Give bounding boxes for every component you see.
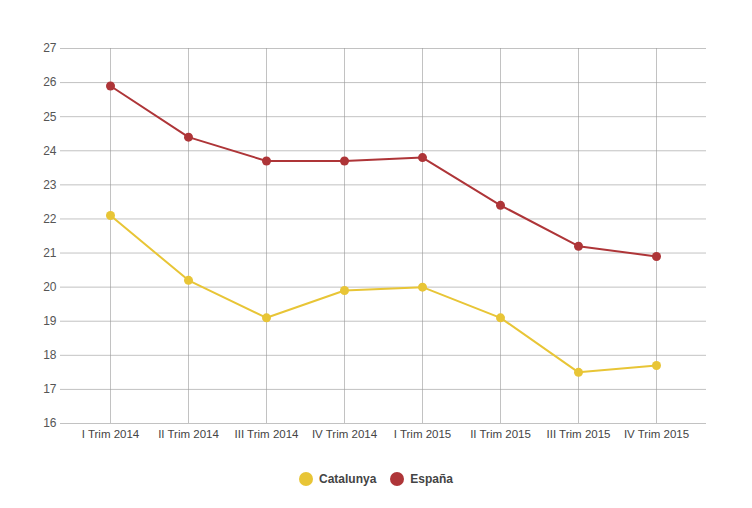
svg-text:17: 17 (43, 382, 57, 396)
svg-text:III Trim 2014: III Trim 2014 (235, 428, 300, 440)
html-text:Catalunya: Catalunya (319, 472, 377, 486)
svg-text:25: 25 (43, 110, 57, 124)
svg-text:19: 19 (43, 314, 57, 328)
svg-text:26: 26 (43, 75, 57, 89)
html-text:España: España (410, 472, 453, 486)
svg-text:18: 18 (43, 348, 57, 362)
svg-text:16: 16 (43, 416, 57, 430)
svg-text:27: 27 (43, 41, 57, 55)
svg-text:IV Trim 2015: IV Trim 2015 (624, 428, 689, 440)
svg-text:23: 23 (43, 178, 57, 192)
svg-text:I Trim 2014: I Trim 2014 (82, 428, 140, 440)
svg-text:22: 22 (43, 212, 57, 226)
svg-text:24: 24 (43, 144, 57, 158)
svg-text:II Trim 2014: II Trim 2014 (158, 428, 219, 440)
svg-text:IV Trim 2014: IV Trim 2014 (312, 428, 378, 440)
svg-text:21: 21 (43, 246, 57, 260)
svg-text:20: 20 (43, 280, 57, 294)
svg-text:I Trim 2015: I Trim 2015 (394, 428, 452, 440)
svg-text:II Trim 2015: II Trim 2015 (470, 428, 531, 440)
svg-text:III Trim 2015: III Trim 2015 (547, 428, 611, 440)
